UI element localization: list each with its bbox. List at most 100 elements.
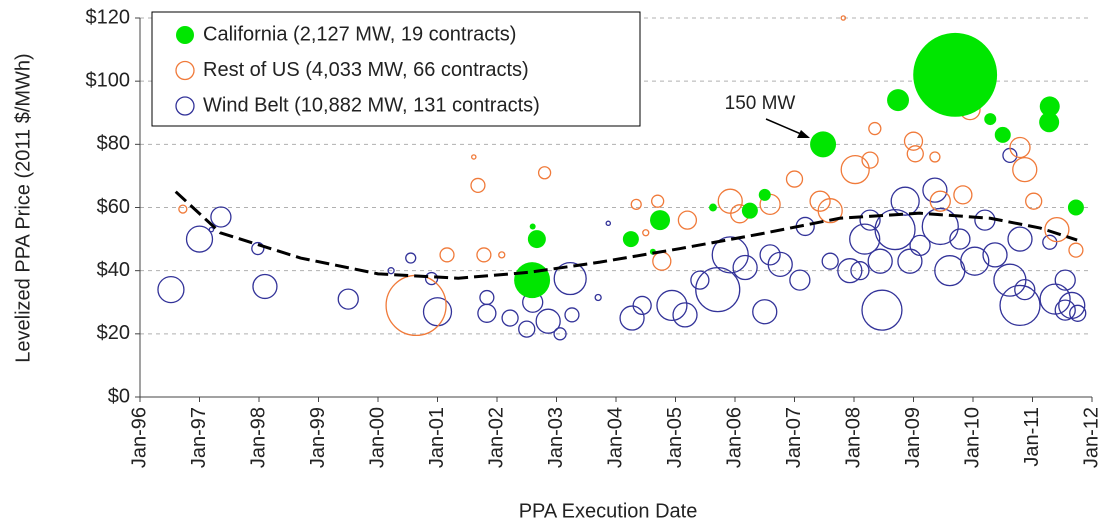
- legend-marker: [175, 60, 195, 81]
- bubble: [752, 299, 778, 325]
- bubble: [535, 308, 561, 334]
- bubble: [501, 309, 519, 327]
- bubble: [1012, 156, 1038, 183]
- bubble: [984, 113, 997, 126]
- bubble: [471, 154, 477, 160]
- y-tick-label: $20: [97, 322, 130, 344]
- bubble: [953, 185, 973, 205]
- bubble: [594, 293, 602, 302]
- bubble: [982, 242, 1008, 268]
- legend-marker: [176, 26, 194, 44]
- bubble: [251, 241, 265, 256]
- bubble: [405, 252, 417, 264]
- bubble: [1007, 226, 1033, 252]
- bubble: [810, 131, 837, 158]
- legend-box: [151, 11, 641, 127]
- y-tick-label: $100: [86, 69, 131, 91]
- bubble: [949, 228, 971, 250]
- bubble: [994, 126, 1011, 143]
- bubble: [642, 229, 650, 237]
- bubble: [921, 207, 959, 246]
- bubble: [929, 190, 951, 212]
- bubble: [690, 270, 710, 290]
- bubble: [1039, 283, 1071, 315]
- bubble: [840, 154, 870, 185]
- x-tick-label: Jan-07: [783, 407, 805, 468]
- bubble: [887, 89, 909, 112]
- bubble: [178, 204, 188, 214]
- bubble: [632, 295, 652, 316]
- bubble: [630, 198, 642, 210]
- x-tick-label: Jan-10: [961, 407, 983, 468]
- bubble: [867, 248, 893, 274]
- bubble: [711, 236, 749, 274]
- bubble: [913, 32, 998, 117]
- bubble: [840, 15, 847, 21]
- bubble: [622, 231, 639, 248]
- bubble: [903, 131, 924, 151]
- y-tick-label: $0: [108, 385, 130, 407]
- bubble: [651, 194, 665, 208]
- annotation: 150 MW: [725, 93, 796, 114]
- bubble: [1014, 278, 1036, 301]
- bubble: [157, 275, 185, 304]
- bubble: [890, 186, 920, 216]
- legend: California (2,127 MW, 19 contracts) Rest …: [151, 11, 641, 127]
- bubble: [652, 251, 672, 271]
- x-axis-title: PPA Execution Date: [519, 500, 698, 522]
- plot-area: $0 $20 $40 $60 $80 $100 $120 Jan-96 Jan-97 Jan-98…: [86, 6, 1099, 468]
- x-tick-label: Jan-00: [366, 407, 388, 468]
- x-tick-label: Jan-11: [1021, 407, 1043, 467]
- legend-label: California (2,127 MW, 19 contracts): [203, 23, 516, 45]
- bubble: [529, 223, 536, 230]
- bubble: [741, 202, 758, 219]
- bubble: [809, 190, 831, 212]
- y-tick-label: $60: [97, 196, 130, 218]
- y-tick-label: $120: [86, 6, 131, 28]
- bubble: [1044, 216, 1070, 243]
- bubble: [789, 269, 811, 291]
- bubble: [909, 234, 931, 257]
- bubble: [422, 297, 453, 327]
- bubble: [470, 177, 486, 193]
- trend-line: [174, 190, 1078, 280]
- bubble: [758, 188, 771, 201]
- bubble: [709, 203, 717, 212]
- bubble: [759, 244, 781, 266]
- bubble: [210, 206, 232, 228]
- bubble: [960, 246, 990, 276]
- x-tick-label: Jan-06: [723, 407, 745, 468]
- bubble: [385, 274, 447, 337]
- bubble: [1009, 136, 1031, 159]
- bubble: [906, 145, 924, 163]
- y-tick-label: $40: [97, 259, 130, 281]
- bubble: [922, 177, 948, 203]
- bubble: [861, 289, 903, 331]
- x-tick-label: Jan-02: [485, 407, 507, 468]
- bubble: [1069, 304, 1087, 322]
- bubble: [537, 166, 552, 180]
- bubble: [527, 230, 546, 249]
- bubble: [185, 225, 214, 253]
- bubble: [817, 198, 843, 224]
- bubble: [650, 210, 671, 231]
- bubble: [1067, 199, 1084, 216]
- x-tick-label: Jan-03: [545, 407, 567, 468]
- bubble: [717, 188, 743, 214]
- bubble: [656, 289, 688, 322]
- bubble: [619, 305, 645, 331]
- bubble: [208, 226, 215, 233]
- bubble: [929, 151, 941, 163]
- x-tick-label: Jan-08: [842, 407, 864, 468]
- bubble: [859, 209, 881, 231]
- x-tick-label: Jan-05: [664, 407, 686, 468]
- bubble: [387, 267, 395, 275]
- bubble: [695, 266, 741, 313]
- bubble: [732, 254, 758, 281]
- bubble: [1025, 192, 1043, 210]
- bubble: [767, 251, 793, 277]
- legend-label: Wind Belt (10,882 MW, 131 contracts): [203, 94, 540, 116]
- x-tick-label: Jan-09: [902, 407, 924, 468]
- bubble: [861, 151, 879, 169]
- bubble: [252, 273, 278, 300]
